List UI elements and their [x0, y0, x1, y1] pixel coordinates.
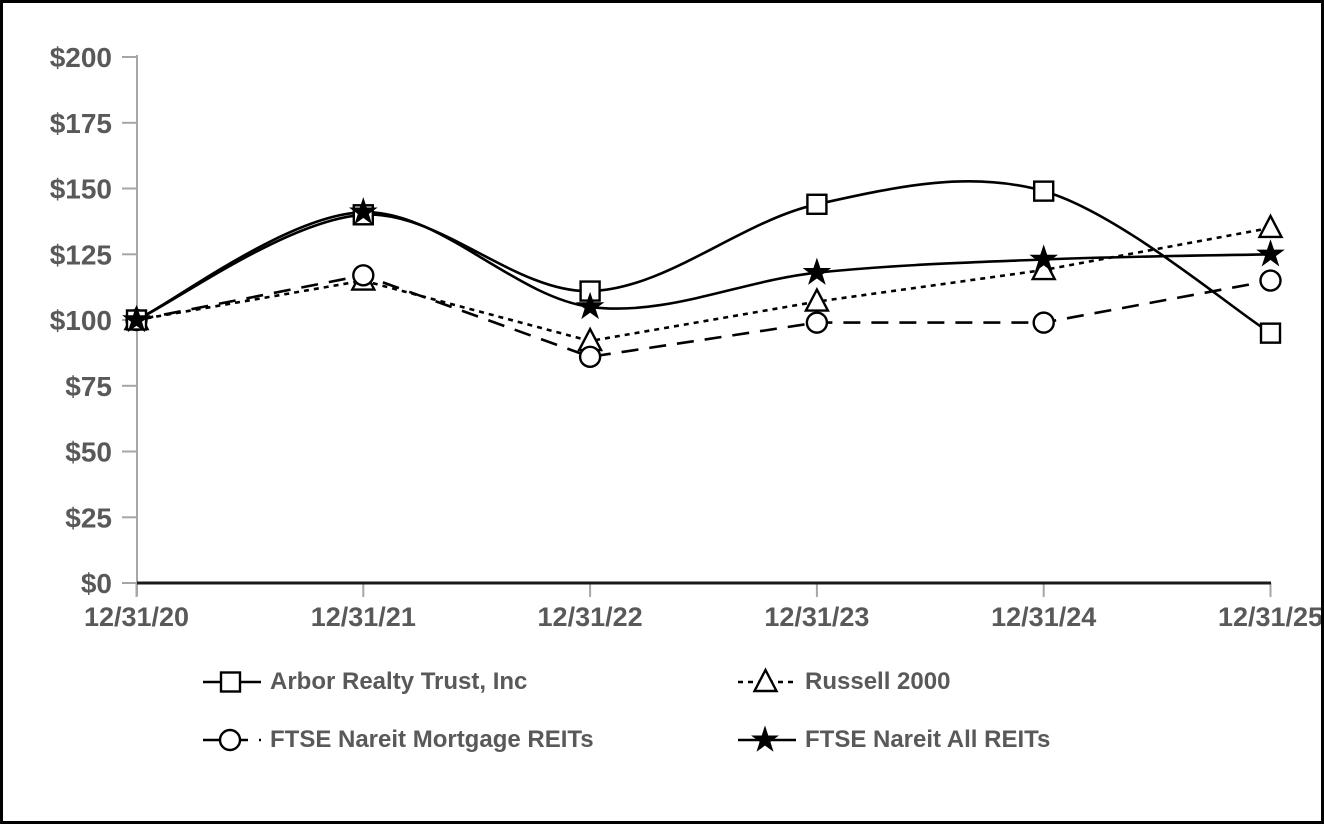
- svg-text:$25: $25: [65, 502, 112, 533]
- dashed-line-circle-marker-icon: [203, 728, 261, 752]
- legend-item-ftse-nareit-all-reits: FTSE Nareit All REITs: [738, 722, 1050, 758]
- svg-text:$150: $150: [50, 174, 112, 205]
- legend-item-russell-2000: Russell 2000: [738, 664, 950, 700]
- legend-label: FTSE Nareit All REITs: [805, 726, 1051, 753]
- svg-text:$175: $175: [50, 108, 112, 139]
- solid-line-square-marker-icon: [203, 671, 261, 693]
- svg-text:$125: $125: [50, 239, 112, 270]
- solid-line-star-marker-icon: [738, 725, 796, 752]
- dotted-line-triangle-marker-icon: [738, 667, 796, 693]
- svg-text:$0: $0: [81, 568, 112, 599]
- svg-text:$75: $75: [65, 371, 112, 402]
- svg-text:$100: $100: [50, 305, 112, 336]
- legend-label: Arbor Realty Trust, Inc: [270, 668, 528, 695]
- legend-item-ftse-nareit-mortgage-reits: FTSE Nareit Mortgage REITs: [203, 722, 594, 758]
- legend-label: FTSE Nareit Mortgage REITs: [270, 726, 594, 753]
- svg-text:$200: $200: [50, 42, 112, 73]
- svg-text:12/31/24: 12/31/24: [991, 602, 1096, 632]
- svg-text:12/31/25: 12/31/25: [1218, 602, 1321, 632]
- svg-text:$50: $50: [65, 437, 112, 468]
- svg-text:12/31/23: 12/31/23: [764, 602, 869, 632]
- svg-text:12/31/21: 12/31/21: [311, 602, 416, 632]
- performance-line-chart: $0 $25 $50 $75 $100 $125 $150 $175 $200 12/31/20 1…: [50, 42, 1321, 632]
- legend-label: Russell 2000: [805, 668, 951, 695]
- svg-text:12/31/20: 12/31/20: [84, 602, 189, 632]
- svg-text:12/31/22: 12/31/22: [538, 602, 643, 632]
- legend-item-arbor-realty-trust: Arbor Realty Trust, Inc: [203, 664, 527, 700]
